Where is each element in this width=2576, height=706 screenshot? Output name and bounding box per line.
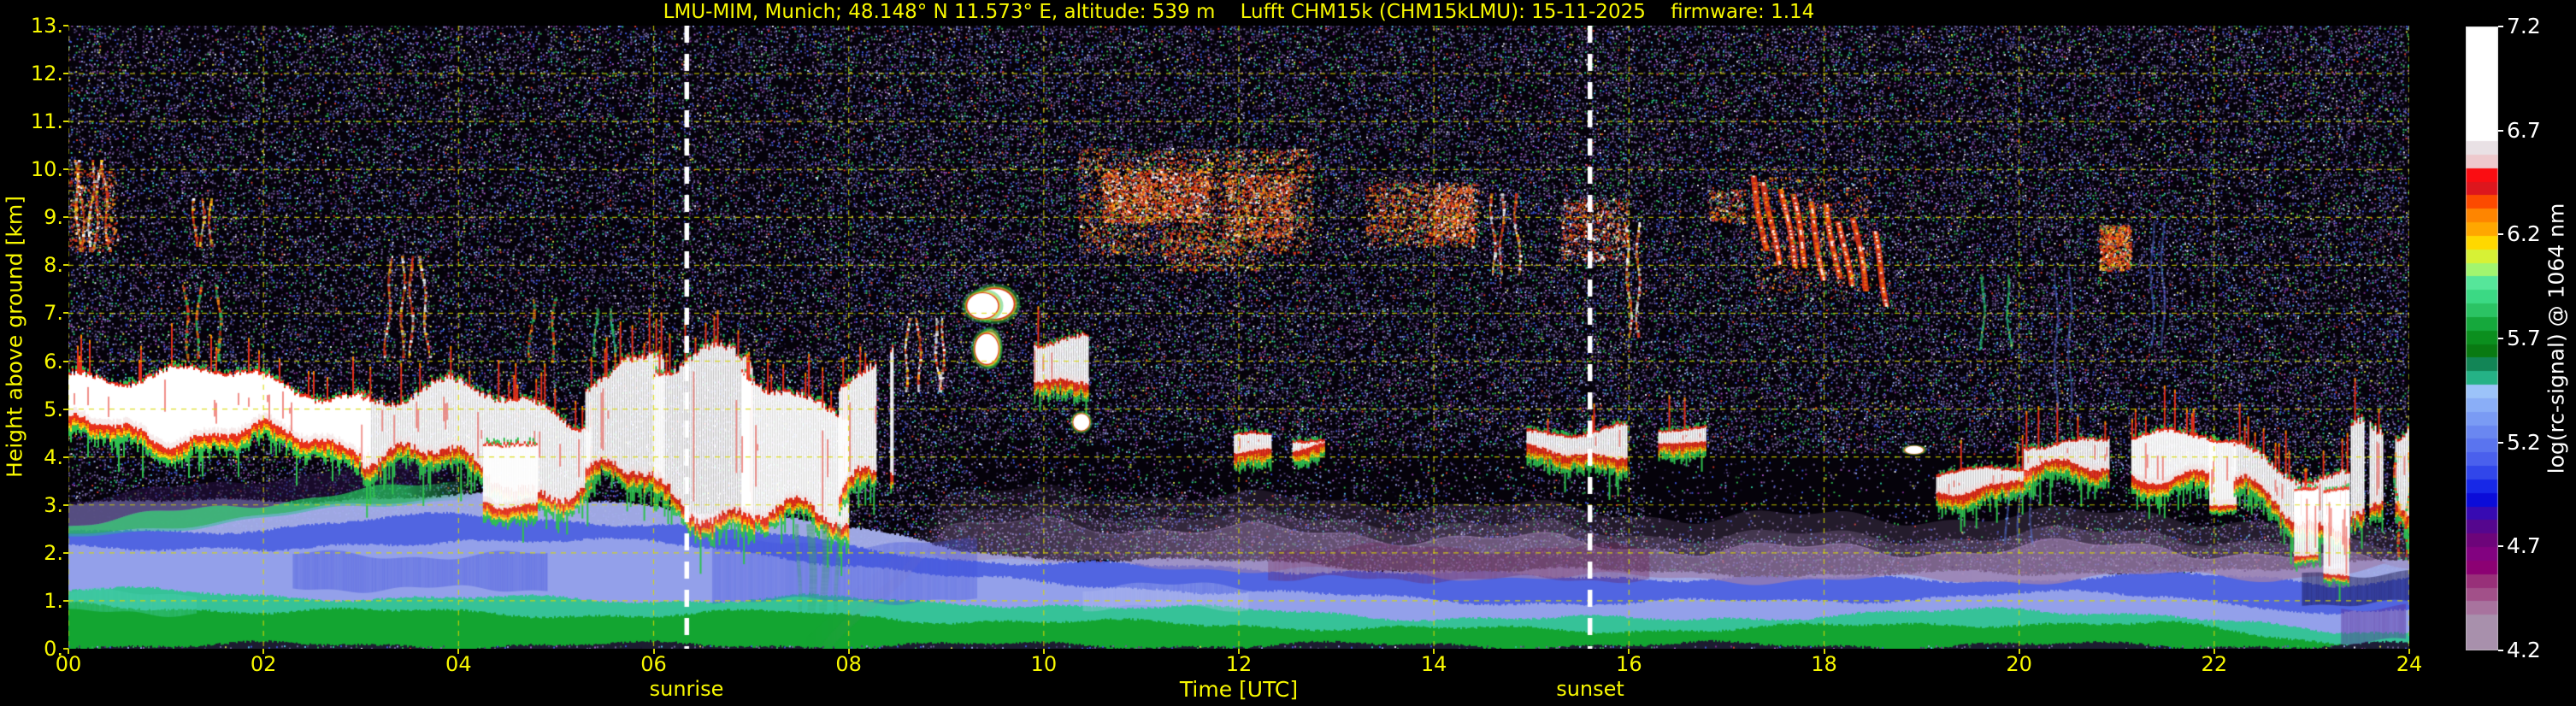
y-tick-mark [63,73,68,75]
y-tick-mark [63,648,68,650]
colorbar-tick-label: 5.7 [2507,326,2541,350]
colorbar-tick-mark [2498,338,2503,339]
x-tick-label: 12 [1225,652,1253,676]
colorbar-tick-mark [2498,233,2503,236]
x-axis-label: Time [UTC] [1179,677,1299,702]
x-tick-label: 08 [835,652,862,676]
x-tick-label: 24 [2396,652,2423,676]
x-tick-label: 04 [445,652,472,676]
sunset-label: sunset [1556,677,1624,701]
y-tick-mark [63,408,68,410]
x-tick-mark [1042,649,1045,654]
x-tick-mark [1823,649,1825,654]
y-tick-label: 1. [44,588,63,613]
y-tick-mark [63,25,68,26]
y-axis-label: Height above ground [km] [2,196,27,478]
x-tick-label: 18 [1811,652,1837,676]
x-tick-mark [1238,649,1240,654]
y-tick-label: 13. [30,14,63,38]
y-tick-label: 5. [44,397,63,421]
colorbar-tick-mark [2498,129,2503,132]
colorbar-canvas [2466,26,2498,650]
y-tick-mark [63,503,68,506]
y-tick-label: 10. [30,157,63,182]
x-tick-mark [1628,649,1630,654]
x-tick-label: 06 [640,652,667,676]
colorbar-tick-mark [2498,441,2503,444]
x-tick-label: 02 [250,652,277,676]
x-tick-label: 16 [1616,652,1642,676]
y-tick-mark [63,121,68,123]
x-tick-label: 20 [2006,652,2032,676]
plot-title: LMU-MIM, Munich; 48.148° N 11.573° E, al… [663,1,1815,23]
colorbar-tick-label: 7.2 [2507,14,2541,38]
y-tick-label: 9. [44,205,63,230]
x-tick-mark [1433,649,1435,654]
x-tick-mark [652,649,655,654]
x-tick-mark [262,649,265,654]
y-tick-label: 12. [30,62,63,86]
x-tick-label: 22 [2201,652,2228,676]
colorbar-tick-label: 4.2 [2507,638,2541,662]
y-tick-label: 2. [44,540,63,565]
y-tick-mark [63,551,68,554]
y-tick-mark [63,456,68,458]
x-tick-mark [2408,649,2410,654]
y-tick-mark [63,264,68,267]
x-tick-mark [847,649,850,654]
colorbar-tick-label: 4.7 [2507,533,2541,559]
colorbar-tick-label: 6.7 [2507,117,2541,143]
colorbar-tick-label: 6.2 [2507,221,2541,247]
y-tick-label: 7. [44,301,63,326]
y-tick-label: 3. [44,492,63,517]
x-tick-label: 10 [1030,652,1058,676]
y-tick-label: 0. [44,637,63,661]
y-tick-mark [63,360,68,362]
x-tick-mark [2018,649,2020,654]
x-tick-mark [2213,649,2215,654]
y-tick-mark [63,168,68,171]
ceilometer-heatmap-canvas [68,26,2409,649]
y-tick-label: 4. [44,444,63,469]
colorbar-tick-mark [2498,26,2503,27]
y-tick-mark [63,216,68,219]
x-tick-label: 00 [55,652,82,676]
x-tick-mark [68,649,69,654]
colorbar-tick-mark [2498,650,2503,651]
y-tick-label: 11. [30,109,63,134]
x-tick-label: 14 [1420,652,1447,676]
sunrise-label: sunrise [649,677,724,701]
colorbar-tick-mark [2498,545,2503,548]
x-tick-mark [457,649,460,654]
y-tick-mark [63,599,68,602]
colorbar-tick-label: 5.2 [2507,429,2541,455]
y-tick-mark [63,312,68,315]
y-tick-label: 8. [44,253,63,278]
y-tick-label: 6. [44,349,63,374]
